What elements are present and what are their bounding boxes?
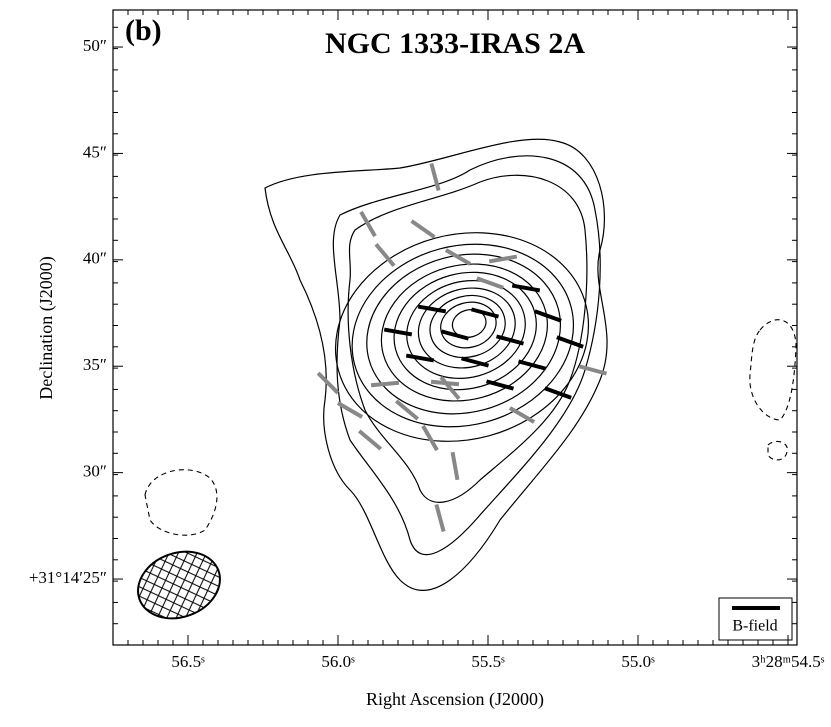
- b-vector: [578, 364, 608, 376]
- b-vector: [359, 210, 377, 238]
- x-tick-label: 55.5ˢ: [471, 652, 505, 671]
- b-vector: [405, 353, 435, 363]
- y-tick-label: 30″: [83, 462, 107, 481]
- beam: [137, 550, 221, 620]
- contour: [332, 155, 601, 556]
- contour: [144, 469, 218, 536]
- b-vector: [511, 283, 541, 293]
- b-vector: [470, 307, 500, 319]
- b-vector: [434, 503, 446, 533]
- b-vector: [556, 335, 584, 349]
- legend-label: B-field: [732, 618, 777, 635]
- y-tick-label: 40″: [83, 249, 107, 268]
- x-tick-label: 55.0ˢ: [621, 652, 655, 671]
- x-tick-label: 3ʰ28ᵐ54.5ˢ: [752, 652, 825, 671]
- b-vector: [336, 401, 364, 419]
- x-tick-label: 56.5ˢ: [171, 652, 205, 671]
- contour: [429, 294, 506, 359]
- legend-box: [718, 597, 793, 641]
- b-vector: [383, 327, 413, 337]
- b-vector: [421, 424, 439, 452]
- contour: [406, 280, 526, 379]
- panel-label: (b): [125, 14, 162, 47]
- b-vector: [544, 386, 572, 400]
- b-vector: [316, 371, 340, 395]
- contour: [749, 319, 797, 421]
- b-vector: [517, 359, 547, 371]
- b-vector: [450, 451, 460, 481]
- x-axis-label: Right Ascension (J2000): [366, 689, 544, 710]
- contour: [767, 440, 788, 461]
- contour: [351, 243, 575, 428]
- contour: [334, 232, 590, 442]
- b-vector: [476, 276, 504, 290]
- b-vector: [508, 406, 536, 424]
- b-vector: [495, 334, 525, 346]
- b-vector: [429, 162, 441, 192]
- y-tick-label: +31°14′25″: [29, 568, 107, 587]
- x-tick-label: 56.0ˢ: [321, 652, 355, 671]
- b-vector: [394, 399, 420, 421]
- contour: [264, 138, 608, 591]
- b-vector: [488, 254, 518, 264]
- b-vector: [460, 356, 490, 368]
- b-vector: [410, 219, 436, 239]
- b-vector: [439, 375, 461, 401]
- b-vector: [534, 309, 562, 323]
- negative-contours: [144, 319, 797, 536]
- b-vector: [417, 304, 447, 314]
- contour: [440, 301, 497, 349]
- plot-frame: [112, 9, 798, 646]
- b-vector: [370, 380, 400, 388]
- contour: [366, 253, 562, 415]
- contour: [417, 287, 516, 369]
- b-vector: [374, 242, 396, 268]
- chart-title: NGC 1333-IRAS 2A: [325, 27, 585, 60]
- contours: [264, 138, 608, 591]
- y-axis-label: Declination (J2000): [36, 256, 57, 399]
- b-vector: [485, 379, 515, 391]
- b-vector: [440, 329, 470, 341]
- contour: [347, 174, 588, 503]
- b-vector: [357, 429, 383, 451]
- b-vector: [444, 248, 472, 266]
- b-field-vectors: [316, 162, 608, 533]
- y-tick-label: 50″: [83, 36, 107, 55]
- contour: [451, 309, 487, 338]
- contour: [380, 263, 548, 402]
- y-tick-label: 35″: [83, 355, 107, 374]
- y-tick-label: 45″: [83, 142, 107, 161]
